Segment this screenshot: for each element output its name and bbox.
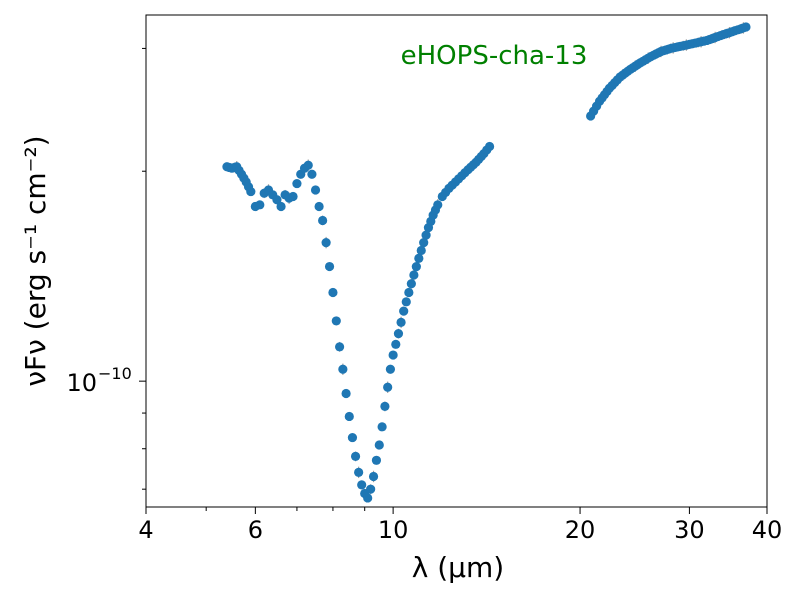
data-point [391,339,401,349]
data-point [255,200,265,210]
data-point [411,262,421,272]
errorbars [226,22,747,503]
y-axis-ticks: 10 −10 [66,47,146,490]
x-axis-label: λ (μm) [412,551,504,584]
y-axis-label: νFν (erg s⁻¹ cm⁻²) [19,135,52,386]
data-point [371,455,382,465]
data-point [385,364,396,374]
data-point [318,215,328,226]
x-tick-label: 6 [248,516,263,544]
data-point [484,141,495,152]
data-point [383,382,393,392]
x-tick-label: 4 [138,516,153,544]
data-point [321,238,331,248]
data-point [363,493,373,503]
data-point [374,440,384,450]
data-point [341,388,351,399]
data-point [288,191,298,202]
data-point [307,169,317,179]
data-points [222,22,751,503]
data-point [433,200,443,210]
data-point [396,317,406,327]
x-tick-label: 10 [378,516,409,544]
data-point [354,467,364,477]
data-point [338,364,348,374]
data-point [350,451,361,462]
y-tick-label: 10 [66,369,97,397]
data-point [401,297,411,307]
data-point [324,261,335,272]
data-point [368,471,379,482]
data-point [272,195,282,205]
data-point [406,279,416,289]
x-axis-ticks: 4 6 10 20 30 40 [138,507,782,544]
data-point [399,306,409,316]
object-annotation: eHOPS-cha-13 [401,41,588,71]
data-point [741,22,751,32]
data-point [404,287,414,298]
plot-frame [145,14,768,508]
data-point [276,201,286,212]
data-point [380,401,390,412]
data-point [328,287,338,298]
data-point [331,316,341,326]
data-point [246,186,256,197]
data-point [347,432,358,443]
data-point [344,411,354,422]
data-point [303,160,313,170]
data-point [419,238,429,248]
data-point [310,185,321,195]
data-point [334,342,345,352]
y-tick-exponent: −10 [98,364,132,383]
x-tick-label: 40 [752,516,783,544]
data-point [416,245,426,256]
data-point [314,201,324,212]
data-point [357,480,367,490]
data-point [409,270,419,280]
x-tick-label: 30 [674,516,705,544]
data-point [388,350,398,360]
data-point [292,178,302,189]
data-point [393,329,404,339]
x-tick-label: 20 [565,516,596,544]
data-point [414,253,424,263]
data-point [366,484,376,494]
data-point [421,230,431,240]
data-point [377,422,387,432]
